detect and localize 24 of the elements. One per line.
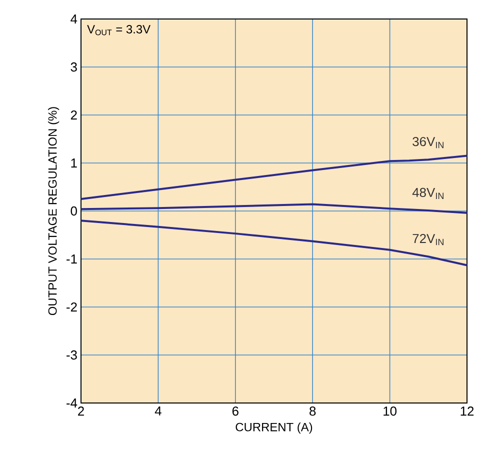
series-label: 72V$_{IN}$ xyxy=(412,234,444,246)
x-tick-label: 2 xyxy=(78,406,84,416)
x-axis-title: CURRENT (A) xyxy=(236,422,312,434)
x-tick-label: 6 xyxy=(232,406,238,416)
y-axis-title: OUTPUT VOLTAGE REGULATION (%) xyxy=(48,107,60,316)
annotation: V$_{OUT}$ = 3.3V xyxy=(87,25,150,36)
series-label: 36V$_{IN}$ xyxy=(412,136,444,148)
y-tick-label: 1 xyxy=(71,158,77,168)
line-series xyxy=(80,203,468,214)
y-tick-label: -1 xyxy=(66,254,77,264)
y-tick-label: -2 xyxy=(66,302,77,312)
x-tick-label: 8 xyxy=(310,406,316,416)
x-tick-label: 4 xyxy=(154,406,162,416)
y-tick-label: -4 xyxy=(66,398,78,408)
y-tick-label: 4 xyxy=(70,14,78,24)
y-tick-label: 2 xyxy=(70,110,77,120)
x-tick-label: 10 xyxy=(384,406,397,416)
line-series xyxy=(80,154,468,200)
series-label: 48V$_{IN}$ xyxy=(412,188,444,200)
y-tick-label: 0 xyxy=(70,206,77,216)
y-tick-label: -3 xyxy=(66,350,77,360)
x-tick-label: 12 xyxy=(460,406,474,416)
y-tick-label: 3 xyxy=(70,62,77,72)
line-series xyxy=(80,220,468,266)
